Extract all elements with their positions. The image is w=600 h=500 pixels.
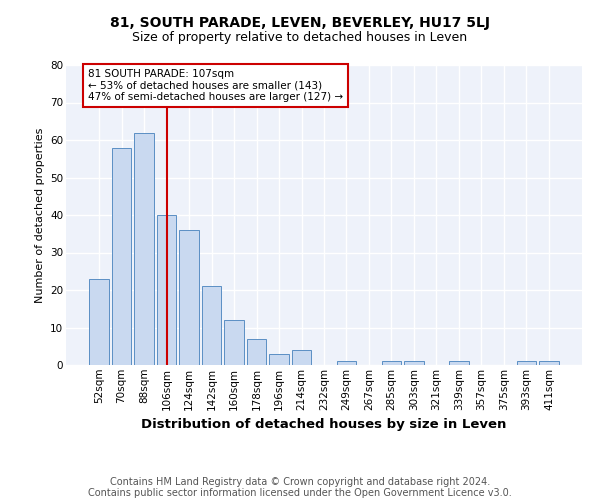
Bar (247, 339, 266, 365)
Text: Contains HM Land Registry data © Crown copyright and database right 2024.
Contai: Contains HM Land Registry data © Crown c… (88, 476, 512, 498)
Bar (202, 286, 221, 365)
Y-axis label: Number of detached properties: Number of detached properties (35, 128, 44, 302)
Text: Size of property relative to detached houses in Leven: Size of property relative to detached ho… (133, 31, 467, 44)
Text: 81, SOUTH PARADE, LEVEN, BEVERLEY, HU17 5LJ: 81, SOUTH PARADE, LEVEN, BEVERLEY, HU17 … (110, 16, 490, 30)
Bar (517, 361, 536, 365)
Bar (449, 361, 469, 365)
X-axis label: Distribution of detached houses by size in Leven: Distribution of detached houses by size … (142, 418, 506, 431)
Bar (157, 215, 176, 365)
Bar (337, 361, 356, 365)
Bar (382, 361, 401, 365)
Bar (269, 354, 289, 365)
Bar (134, 132, 154, 365)
Text: 81 SOUTH PARADE: 107sqm
← 53% of detached houses are smaller (143)
47% of semi-d: 81 SOUTH PARADE: 107sqm ← 53% of detache… (88, 68, 343, 102)
Bar (224, 320, 244, 365)
Bar (404, 361, 424, 365)
Bar (89, 279, 109, 365)
Bar (539, 361, 559, 365)
Bar (112, 148, 131, 365)
Bar (292, 350, 311, 365)
Bar (179, 230, 199, 365)
